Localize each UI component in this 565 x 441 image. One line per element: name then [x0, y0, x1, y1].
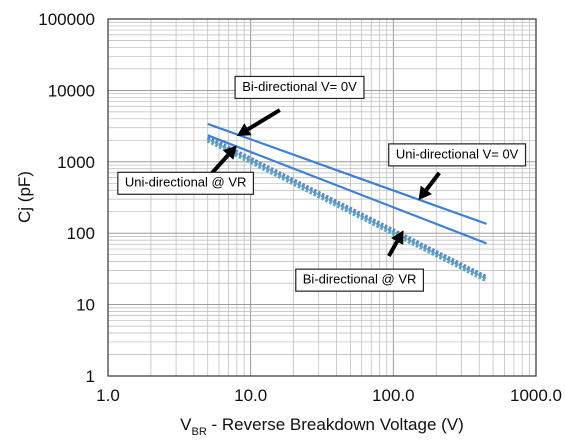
annotation-label: Uni-directional V= 0V — [396, 146, 519, 161]
y-tick-label: 1 — [86, 367, 95, 386]
x-tick-label: 100.0 — [372, 386, 415, 405]
annotation-label: Uni-directional @ VR — [125, 175, 247, 190]
annotation: Bi-directional V= 0V — [234, 75, 365, 136]
y-tick-label: 1000 — [57, 153, 95, 172]
annotation: Uni-directional @ VR — [117, 145, 255, 195]
x-axis-title: VBR - Reverse Breakdown Voltage (V) — [180, 415, 464, 438]
x-tick-label: 1.0 — [96, 386, 120, 405]
annotation-box — [388, 143, 527, 167]
annotation-label: Bi-directional @ VR — [303, 272, 417, 287]
annotation-box — [234, 75, 365, 100]
x-axis-title-rest: - Reverse Breakdown Voltage (V) — [207, 415, 464, 434]
annotation-arrow-head — [391, 230, 404, 246]
annotation: Uni-directional V= 0V — [388, 143, 527, 201]
y-tick-label: 10000 — [48, 81, 95, 100]
x-tick-label: 1000.0 — [510, 386, 562, 405]
x-axis-title-subscript: BR — [192, 426, 207, 438]
annotation-label: Bi-directional V= 0V — [242, 79, 357, 94]
annotation-arrow-head — [418, 185, 432, 201]
y-axis-title: Cj (pF) — [15, 171, 34, 223]
y-tick-labels: 1 10 100 1000 10000 100000 — [38, 10, 95, 386]
x-axis-title-main: V — [180, 415, 192, 434]
series-line — [207, 122, 487, 225]
series-line — [206, 138, 488, 283]
series-layer — [206, 122, 488, 283]
plot-area-frame — [107, 18, 537, 377]
annotation-box — [117, 171, 255, 195]
annotation-arrow-head — [222, 145, 237, 160]
y-tick-label: 10 — [76, 296, 95, 315]
annotation: Bi-directional @ VR — [295, 230, 424, 292]
annotation-arrow-shaft — [424, 171, 441, 192]
annotation-arrow-head — [236, 123, 252, 136]
y-tick-label: 100000 — [38, 10, 95, 29]
x-tick-label: 10.0 — [234, 386, 267, 405]
x-tick-labels: 1.0 10.0 100.0 1000.0 — [96, 386, 562, 405]
y-tick-label: 100 — [67, 224, 95, 243]
annotation-arrow-shaft — [209, 153, 230, 176]
annotation-arrow-shaft — [387, 240, 399, 257]
annotation-box — [295, 268, 424, 292]
series-line — [206, 135, 488, 280]
series-line — [207, 134, 487, 245]
annotation-arrow-shaft — [246, 108, 281, 131]
annotations: Bi-directional V= 0V Uni-directional V= 0… — [117, 75, 527, 292]
